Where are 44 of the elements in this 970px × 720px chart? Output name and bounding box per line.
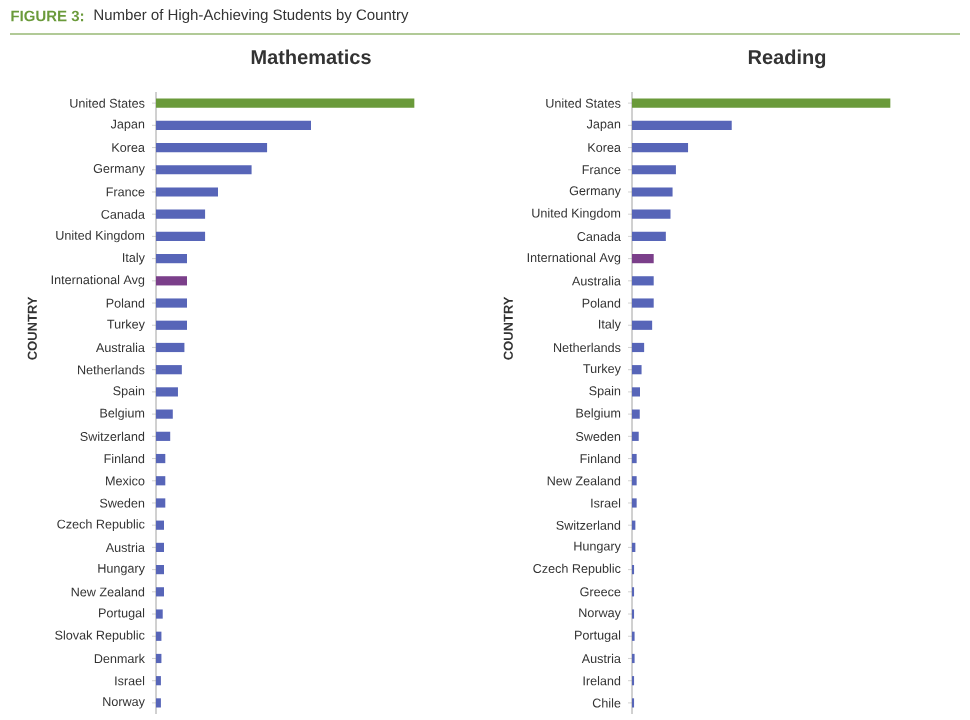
bar xyxy=(156,254,188,264)
bar xyxy=(156,409,173,419)
bar xyxy=(632,120,732,130)
bar xyxy=(156,98,415,108)
bar xyxy=(632,320,653,330)
bar xyxy=(156,431,171,441)
chart-title: Reading xyxy=(748,49,826,69)
bar xyxy=(156,142,268,153)
bar xyxy=(156,542,165,552)
bar xyxy=(632,276,654,286)
bar xyxy=(632,298,654,308)
bar xyxy=(632,209,671,219)
bar xyxy=(156,587,165,597)
bar xyxy=(156,476,166,486)
bar xyxy=(156,609,163,619)
bar xyxy=(156,453,166,464)
bar xyxy=(156,342,185,353)
bar xyxy=(632,431,639,441)
bar xyxy=(156,631,162,641)
bar xyxy=(632,387,641,397)
bar xyxy=(156,187,218,197)
bar xyxy=(156,520,165,530)
bar xyxy=(632,409,640,419)
bar xyxy=(632,187,673,197)
bar xyxy=(156,653,162,664)
bar xyxy=(156,209,206,219)
bar xyxy=(156,387,178,397)
bar xyxy=(156,365,182,375)
bar xyxy=(156,565,165,575)
bar xyxy=(156,276,188,286)
bar xyxy=(632,165,676,175)
bar xyxy=(156,231,206,242)
bar xyxy=(632,98,891,108)
bar xyxy=(156,320,188,330)
bar xyxy=(156,165,252,175)
bar xyxy=(632,342,645,353)
bar xyxy=(156,120,311,130)
bar xyxy=(156,298,188,308)
bar xyxy=(156,498,166,508)
bar xyxy=(632,254,654,264)
bar xyxy=(632,142,689,153)
bar xyxy=(632,365,642,375)
bar xyxy=(632,231,666,242)
chart-title: Mathematics xyxy=(251,49,371,65)
